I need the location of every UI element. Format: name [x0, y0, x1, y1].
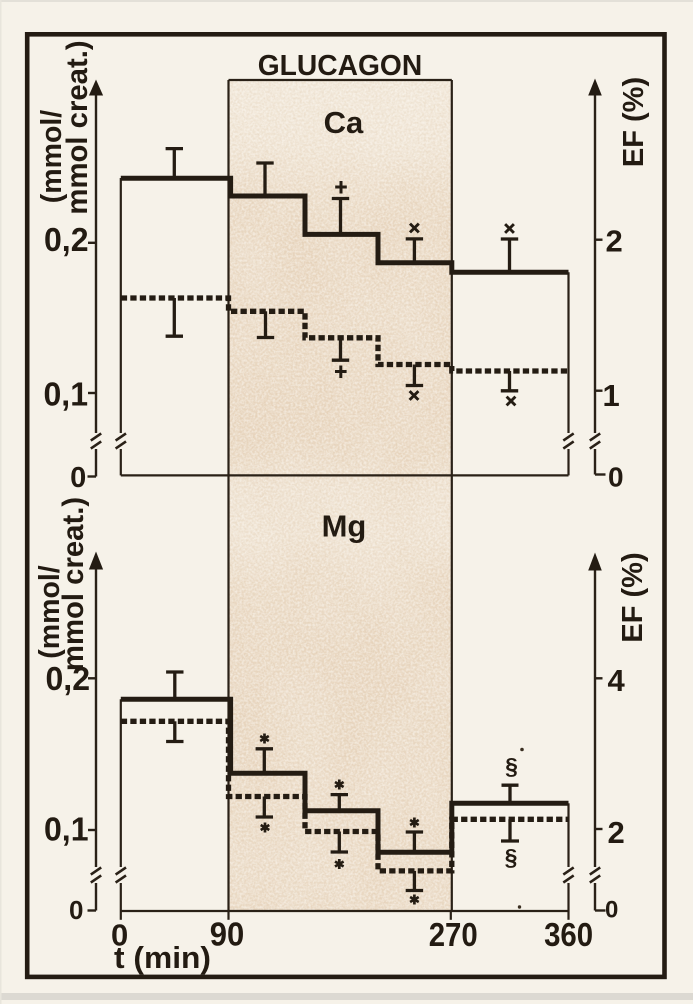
svg-text:Ca: Ca	[324, 105, 364, 140]
svg-text:0: 0	[608, 462, 624, 493]
svg-text:(mmol/: (mmol/	[36, 110, 68, 204]
svg-text:EF (%): EF (%)	[618, 77, 650, 167]
svg-text:Mg: Mg	[322, 509, 367, 544]
svg-text:2: 2	[608, 815, 625, 850]
svg-text:1: 1	[603, 378, 620, 413]
svg-text:0: 0	[70, 462, 86, 494]
svg-text:GLUCAGON: GLUCAGON	[258, 50, 423, 82]
svg-text:2: 2	[606, 224, 623, 259]
svg-text:0: 0	[605, 896, 618, 923]
svg-text:t (min): t (min)	[114, 941, 211, 975]
svg-text:360: 360	[544, 916, 593, 953]
svg-text:90: 90	[210, 915, 245, 952]
svg-text:4: 4	[608, 663, 626, 698]
svg-text:0: 0	[69, 895, 83, 925]
svg-text:§: §	[505, 753, 518, 779]
svg-text:EF (%): EF (%)	[617, 552, 649, 642]
svg-text:0,1: 0,1	[44, 811, 89, 848]
svg-text:0: 0	[111, 917, 128, 952]
svg-text:mmol creat.): mmol creat.)	[57, 497, 90, 671]
svg-text:(mmol/: (mmol/	[34, 565, 66, 659]
svg-text:mmol creat.): mmol creat.)	[61, 40, 94, 214]
svg-text:0,2: 0,2	[46, 660, 91, 697]
svg-text:0,2: 0,2	[44, 221, 89, 258]
svg-text:§: §	[505, 844, 518, 870]
svg-text:0,1: 0,1	[44, 375, 89, 412]
svg-text:270: 270	[429, 916, 478, 953]
